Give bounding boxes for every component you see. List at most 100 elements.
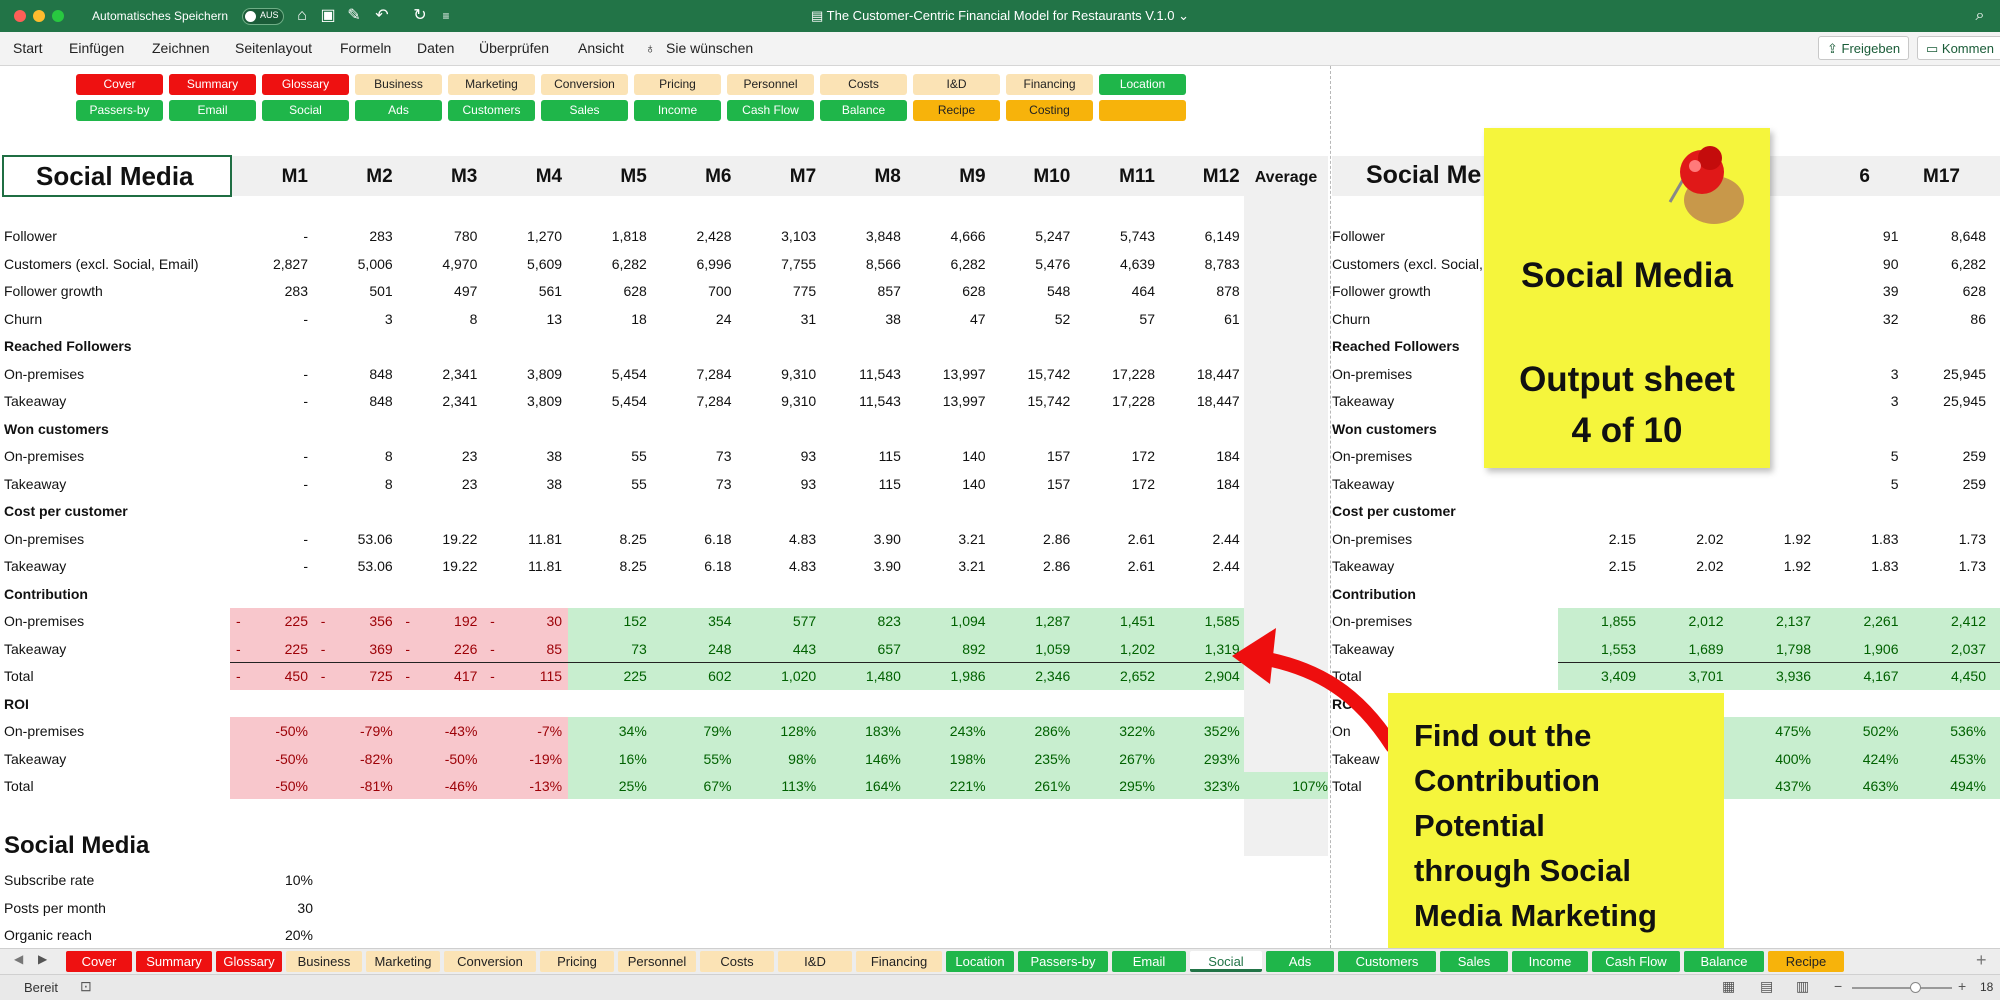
nav-button-passers-by[interactable]: Passers-by — [76, 100, 163, 121]
tab-zeichnen[interactable]: Zeichnen — [152, 40, 210, 56]
sheet-tab-costs[interactable]: Costs — [700, 951, 774, 972]
nav-button-financing[interactable]: Financing — [1006, 74, 1093, 95]
sheet-tab-balance[interactable]: Balance — [1684, 951, 1764, 972]
nav-button-social[interactable]: Social — [262, 100, 349, 121]
sheet-tab-social[interactable]: Social — [1190, 951, 1262, 972]
table-cell: 221% — [949, 778, 986, 794]
sheet-tab-customers[interactable]: Customers — [1338, 951, 1436, 972]
callout-note[interactable]: Find out the Contribution Potential thro… — [1388, 693, 1724, 948]
zoom-slider[interactable] — [1852, 982, 1952, 993]
nav-button-cover[interactable]: Cover — [76, 74, 163, 95]
nav-button-location[interactable]: Location — [1099, 74, 1186, 95]
add-sheet-icon[interactable]: + — [1976, 950, 1987, 970]
sheet-tab-cover[interactable]: Cover — [66, 951, 132, 972]
sheet-tab-recipe[interactable]: Recipe — [1768, 951, 1844, 972]
autosave-toggle[interactable]: AUS — [242, 8, 284, 25]
table-cell: 1,585 — [1204, 613, 1240, 629]
undo-icon[interactable]: ↶ — [375, 7, 389, 24]
nav-button-summary[interactable]: Summary — [169, 74, 256, 95]
customize-toolbar-icon[interactable]: ≡ — [442, 9, 450, 23]
nav-button-empty[interactable] — [1099, 100, 1186, 121]
sheet-tab-conversion[interactable]: Conversion — [444, 951, 536, 972]
nav-button-recipe[interactable]: Recipe — [913, 100, 1000, 121]
nav-button-sales[interactable]: Sales — [541, 100, 628, 121]
sheet-tab-email[interactable]: Email — [1112, 951, 1186, 972]
sheet-tab-business[interactable]: Business — [286, 951, 362, 972]
nav-button-costs[interactable]: Costs — [820, 74, 907, 95]
tab-seitenlayout[interactable]: Seitenlayout — [235, 40, 313, 56]
minimize-window-button[interactable] — [33, 10, 45, 22]
table-cell: 248 — [708, 640, 732, 657]
tab-ueberpruefen[interactable]: Überprüfen — [479, 40, 550, 56]
next-sheet-icon[interactable]: ▶ — [38, 952, 48, 966]
tab-einfuegen[interactable]: Einfügen — [69, 40, 125, 56]
nav-button-customers[interactable]: Customers — [448, 100, 535, 121]
nav-button-costing[interactable]: Costing — [1006, 100, 1093, 121]
edit-icon[interactable]: ✎ — [347, 7, 361, 24]
sheet-tab-personnel[interactable]: Personnel — [618, 951, 696, 972]
search-icon[interactable]: ⌕ — [1975, 7, 1985, 24]
nav-button-ads[interactable]: Ads — [355, 100, 442, 121]
save-icon[interactable]: ▣ — [320, 7, 336, 24]
sheet-tab-financing[interactable]: Financing — [856, 951, 942, 972]
sheet-tab-ads[interactable]: Ads — [1266, 951, 1334, 972]
tell-me-search[interactable]: Sie wünschen — [666, 40, 754, 56]
tab-ansicht[interactable]: Ansicht — [578, 40, 624, 56]
nav-button-glossary[interactable]: Glossary — [262, 74, 349, 95]
nav-button-i-d[interactable]: I&D — [913, 74, 1000, 95]
table-cell: 93 — [800, 448, 817, 464]
sheet-tab-passers-by[interactable]: Passers-by — [1018, 951, 1108, 972]
zoom-window-button[interactable] — [52, 10, 64, 22]
table-cell: 3,848 — [865, 228, 901, 244]
tab-formeln[interactable]: Formeln — [340, 40, 392, 56]
home-icon[interactable]: ⌂ — [297, 7, 307, 24]
nav-button-balance[interactable]: Balance — [820, 100, 907, 121]
sheet-tab-income[interactable]: Income — [1512, 951, 1588, 972]
sheet-tab-sales[interactable]: Sales — [1440, 951, 1508, 972]
nav-button-personnel[interactable]: Personnel — [727, 74, 814, 95]
table-cell: 225 — [623, 668, 647, 684]
sheet-tab-marketing[interactable]: Marketing — [366, 951, 440, 972]
macro-record-icon[interactable]: ⊡ — [80, 978, 92, 994]
tab-start[interactable]: Start — [13, 40, 43, 56]
right-table-cell: 5 — [1890, 475, 1899, 492]
share-button[interactable]: ⇪ Freigeben — [1818, 36, 1910, 60]
nav-button-business[interactable]: Business — [355, 74, 442, 95]
comments-button[interactable]: ▭ Kommen — [1917, 36, 2000, 60]
sheet-tab-location[interactable]: Location — [946, 951, 1014, 972]
table-cell: 2.44 — [1212, 530, 1240, 547]
tab-daten[interactable]: Daten — [417, 40, 455, 56]
zoom-in-icon[interactable]: + — [1958, 978, 1967, 994]
sticky-note[interactable]: Social Media Output sheet 4 of 10 — [1484, 128, 1770, 468]
sheet-tab-i-d[interactable]: I&D — [778, 951, 852, 972]
sheet-tab-pricing[interactable]: Pricing — [540, 951, 614, 972]
zoom-level[interactable]: 18 — [1980, 980, 1994, 994]
worksheet[interactable]: Cover Summary Glossary Business Marketing Con… — [0, 66, 2000, 948]
nav-button-cash-flow[interactable]: Cash Flow — [727, 100, 814, 121]
prev-sheet-icon[interactable]: ◀ — [14, 952, 24, 966]
right-table-cell: 25,945 — [1943, 365, 1986, 382]
page-break-view-icon[interactable]: ▥ — [1796, 978, 1810, 994]
sheet-tab-cash-flow[interactable]: Cash Flow — [1592, 951, 1680, 972]
input-value[interactable]: 30 — [297, 899, 313, 916]
page-layout-view-icon[interactable]: ▤ — [1760, 978, 1774, 994]
nav-button-marketing[interactable]: Marketing — [448, 74, 535, 95]
nav-button-conversion[interactable]: Conversion — [541, 74, 628, 95]
redo-icon[interactable]: ↻ — [413, 7, 427, 24]
title-chevron-icon[interactable]: ⌄ — [1174, 8, 1189, 23]
nav-button-email[interactable]: Email — [169, 100, 256, 121]
close-window-button[interactable] — [14, 10, 26, 22]
nav-button-pricing[interactable]: Pricing — [634, 74, 721, 95]
nav-button-income[interactable]: Income — [634, 100, 721, 121]
table-cell: 3.90 — [873, 530, 901, 547]
zoom-out-icon[interactable]: − — [1834, 978, 1843, 994]
normal-view-icon[interactable]: ▦ — [1722, 978, 1736, 994]
selected-cell[interactable] — [2, 155, 232, 197]
input-value[interactable]: 20% — [284, 927, 313, 943]
input-value[interactable]: 10% — [284, 872, 313, 888]
table-cell: 6,282 — [611, 255, 647, 272]
zoom-slider-thumb[interactable] — [1910, 982, 1921, 993]
sheet-tab-summary[interactable]: Summary — [136, 951, 212, 972]
right-row-label: On-premises — [1332, 365, 1413, 382]
sheet-tab-glossary[interactable]: Glossary — [216, 951, 282, 972]
